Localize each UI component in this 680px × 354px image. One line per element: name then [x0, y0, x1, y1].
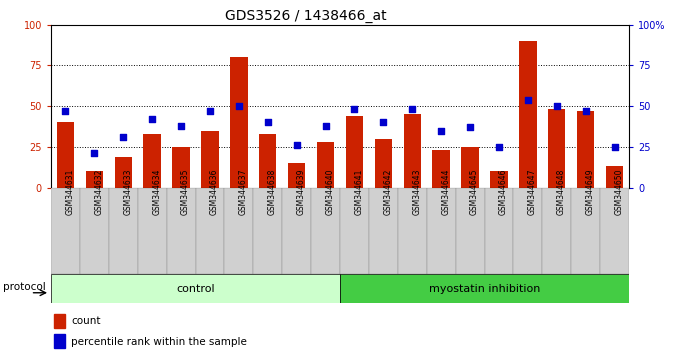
Text: protocol: protocol	[3, 282, 46, 292]
Bar	[51, 274, 340, 303]
Text: control: control	[176, 284, 215, 293]
Text: GSM344636: GSM344636	[210, 169, 219, 215]
Text: GSM344642: GSM344642	[384, 169, 392, 215]
Bar	[600, 188, 629, 274]
Bar	[196, 188, 224, 274]
Bar	[224, 188, 254, 274]
Bar	[109, 188, 137, 274]
Bar	[606, 166, 624, 188]
Text: GSM344641: GSM344641	[354, 169, 363, 215]
Point	[262, 120, 273, 125]
Point	[175, 123, 186, 129]
Bar	[114, 157, 132, 188]
Point	[522, 97, 533, 103]
Point	[349, 107, 360, 112]
Point	[609, 144, 620, 150]
Bar	[340, 274, 629, 303]
Point	[89, 150, 100, 156]
Bar	[375, 139, 392, 188]
Bar	[345, 116, 363, 188]
Text: GSM344632: GSM344632	[95, 169, 103, 215]
Bar	[173, 147, 190, 188]
Bar	[513, 188, 543, 274]
Text: GSM344640: GSM344640	[326, 169, 335, 215]
Text: GSM344647: GSM344647	[528, 169, 537, 215]
Text: count: count	[71, 316, 101, 326]
Bar	[80, 188, 109, 274]
Bar	[461, 147, 479, 188]
Text: GSM344643: GSM344643	[412, 169, 421, 215]
Bar	[259, 134, 276, 188]
Bar	[54, 314, 65, 328]
Bar	[282, 188, 311, 274]
Bar	[230, 57, 248, 188]
Bar	[398, 188, 427, 274]
Text: GSM344631: GSM344631	[65, 169, 74, 215]
Text: GSM344649: GSM344649	[585, 169, 594, 215]
Bar	[484, 188, 513, 274]
Text: percentile rank within the sample: percentile rank within the sample	[71, 337, 247, 347]
Text: GSM344635: GSM344635	[181, 169, 190, 215]
Bar	[577, 111, 594, 188]
Text: GSM344645: GSM344645	[470, 169, 479, 215]
Bar	[167, 188, 196, 274]
Point	[551, 103, 562, 109]
Text: GSM344650: GSM344650	[615, 169, 624, 215]
Bar	[340, 188, 369, 274]
Bar	[427, 188, 456, 274]
Point	[291, 142, 302, 148]
Bar	[432, 150, 450, 188]
Text: GSM344637: GSM344637	[239, 169, 248, 215]
Bar	[143, 134, 161, 188]
Text: GSM344646: GSM344646	[499, 169, 508, 215]
Text: GSM344633: GSM344633	[123, 169, 132, 215]
Bar	[571, 188, 600, 274]
Point	[60, 108, 71, 114]
Text: GDS3526 / 1438466_at: GDS3526 / 1438466_at	[225, 9, 387, 23]
Bar	[253, 188, 282, 274]
Text: myostatin inhibition: myostatin inhibition	[429, 284, 540, 293]
Point	[320, 123, 331, 129]
Point	[494, 144, 505, 150]
Bar	[317, 142, 334, 188]
Bar	[51, 188, 80, 274]
Point	[407, 107, 418, 112]
Bar	[403, 114, 421, 188]
Text: GSM344639: GSM344639	[296, 169, 305, 215]
Bar	[548, 109, 566, 188]
Bar	[137, 188, 167, 274]
Bar	[288, 163, 305, 188]
Bar	[86, 171, 103, 188]
Point	[464, 125, 475, 130]
Text: GSM344648: GSM344648	[557, 169, 566, 215]
Bar	[54, 334, 65, 348]
Point	[147, 116, 158, 122]
Bar	[543, 188, 571, 274]
Point	[436, 128, 447, 133]
Text: GSM344638: GSM344638	[268, 169, 277, 215]
Point	[118, 134, 129, 140]
Text: GSM344644: GSM344644	[441, 169, 450, 215]
Bar	[520, 41, 537, 188]
Bar	[57, 122, 74, 188]
Point	[205, 108, 216, 114]
Point	[233, 103, 244, 109]
Bar	[456, 188, 484, 274]
Text: GSM344634: GSM344634	[152, 169, 161, 215]
Point	[378, 120, 389, 125]
Bar	[201, 131, 219, 188]
Bar	[311, 188, 340, 274]
Bar	[369, 188, 398, 274]
Bar	[490, 171, 507, 188]
Point	[580, 108, 591, 114]
